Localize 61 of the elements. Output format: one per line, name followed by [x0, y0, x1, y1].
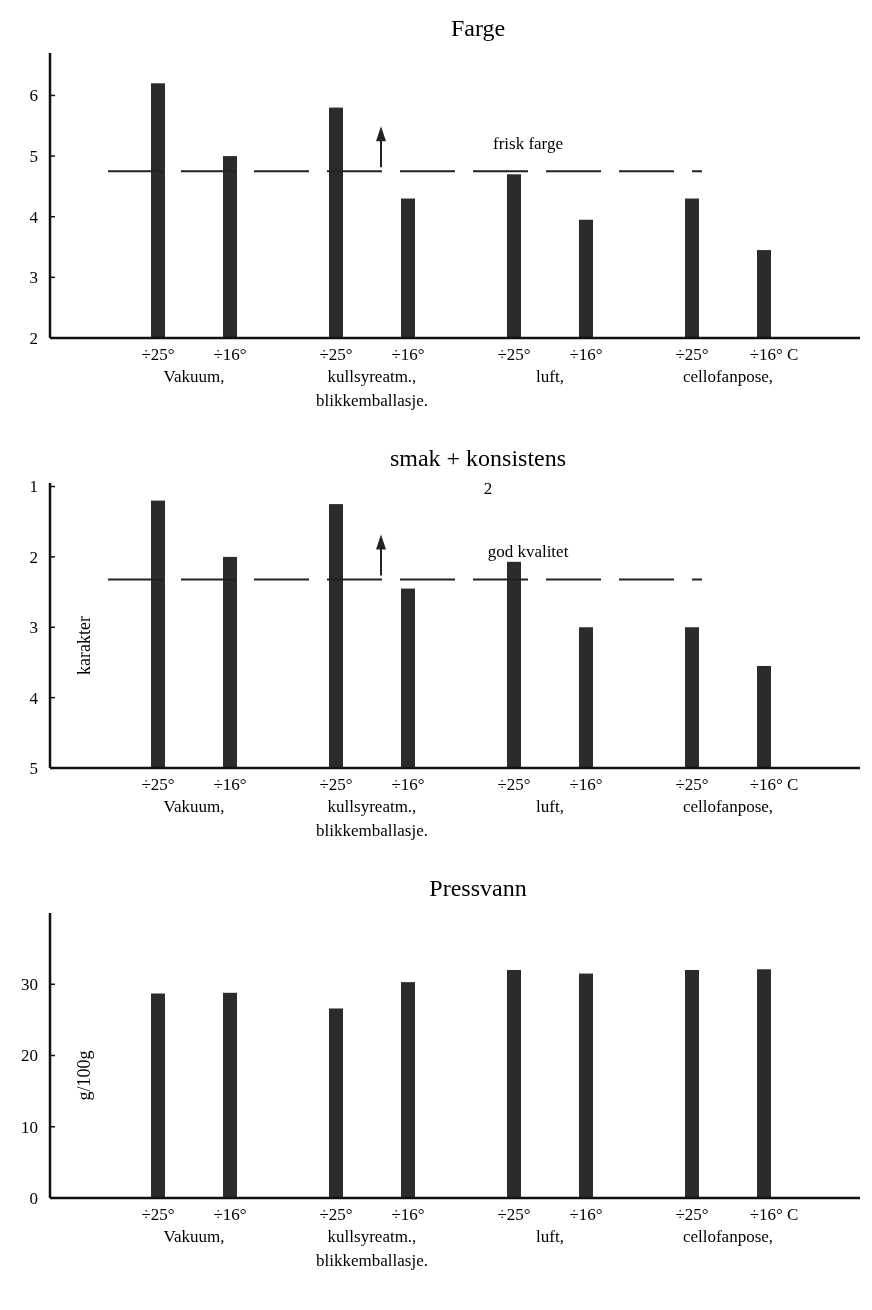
- y-axis-title: g/100g: [74, 1050, 94, 1101]
- x-tick-label: ÷25°: [141, 1205, 175, 1224]
- x-tick-label: ÷16°: [569, 345, 603, 364]
- x-tick-label: ÷25°: [675, 345, 709, 364]
- text: Vakuum,: [163, 1227, 225, 1246]
- ref-line-label: god kvalitet: [487, 542, 569, 562]
- text: kullsyreatm.,: [327, 797, 417, 816]
- text: Vakuum,: [163, 797, 225, 816]
- chart-subtitle: 2: [483, 479, 493, 498]
- text: blikkemballasje.: [316, 1251, 428, 1270]
- x-tick-label: ÷25°: [319, 345, 353, 364]
- x-tick-label: ÷16°: [213, 775, 247, 794]
- x-tick-label: ÷16°: [391, 1205, 425, 1224]
- ref-line-label: frisk farge: [492, 134, 564, 154]
- text: kullsyreatm.,: [327, 367, 417, 386]
- x-tick-label: ÷16°: [569, 775, 603, 794]
- y-tick-label: 4: [29, 207, 39, 227]
- y-tick-label: 1: [29, 477, 38, 497]
- x-tick-label: ÷16°: [569, 1205, 603, 1224]
- x-tick-label: ÷16°: [213, 345, 247, 364]
- text: luft,: [536, 1227, 564, 1246]
- text: blikkemballasje.: [316, 391, 428, 410]
- text: luft,: [536, 367, 564, 386]
- x-tick-label: ÷25°: [141, 345, 175, 364]
- y-tick-label: 5: [29, 147, 38, 167]
- chart-title: Farge: [450, 15, 506, 41]
- x-tick-label: ÷25°: [319, 1205, 353, 1224]
- y-tick-label: 10: [21, 1117, 38, 1137]
- x-tick-label: ÷25°: [497, 1205, 531, 1224]
- x-tick-label: ÷16° C: [749, 345, 799, 364]
- x-tick-label: ÷16° C: [749, 1205, 799, 1224]
- chart-title: smak + konsistens: [389, 445, 567, 471]
- x-tick-label: ÷16°: [213, 1205, 247, 1224]
- text: blikkemballasje.: [316, 821, 428, 840]
- x-tick-label: ÷25°: [497, 345, 531, 364]
- x-tick-label: ÷25°: [675, 775, 709, 794]
- y-tick-label: 4: [29, 688, 39, 708]
- chart-title: Pressvann: [429, 875, 527, 901]
- text: Vakuum,: [163, 367, 225, 386]
- y-tick-label: 20: [21, 1046, 38, 1066]
- text: cellofanpose,: [682, 367, 774, 386]
- x-tick-label: ÷25°: [141, 775, 175, 794]
- y-tick-label: 3: [29, 618, 38, 638]
- y-tick-label: 5: [29, 758, 38, 778]
- x-tick-label: ÷16° C: [749, 775, 799, 794]
- text: luft,: [536, 797, 564, 816]
- y-tick-label: 2: [29, 328, 38, 348]
- text: kullsyreatm.,: [327, 1227, 417, 1246]
- y-tick-label: 3: [29, 268, 38, 288]
- x-tick-label: ÷25°: [319, 775, 353, 794]
- y-axis-title: karakter: [74, 616, 94, 675]
- y-tick-label: 0: [29, 1188, 38, 1208]
- x-tick-label: ÷25°: [497, 775, 531, 794]
- y-tick-label: 2: [29, 547, 38, 567]
- x-tick-label: ÷16°: [391, 775, 425, 794]
- text: cellofanpose,: [682, 797, 774, 816]
- x-tick-label: ÷16°: [391, 345, 425, 364]
- y-tick-label: 30: [21, 975, 38, 995]
- x-tick-label: ÷25°: [675, 1205, 709, 1224]
- text: cellofanpose,: [682, 1227, 774, 1246]
- y-tick-label: 6: [29, 86, 38, 106]
